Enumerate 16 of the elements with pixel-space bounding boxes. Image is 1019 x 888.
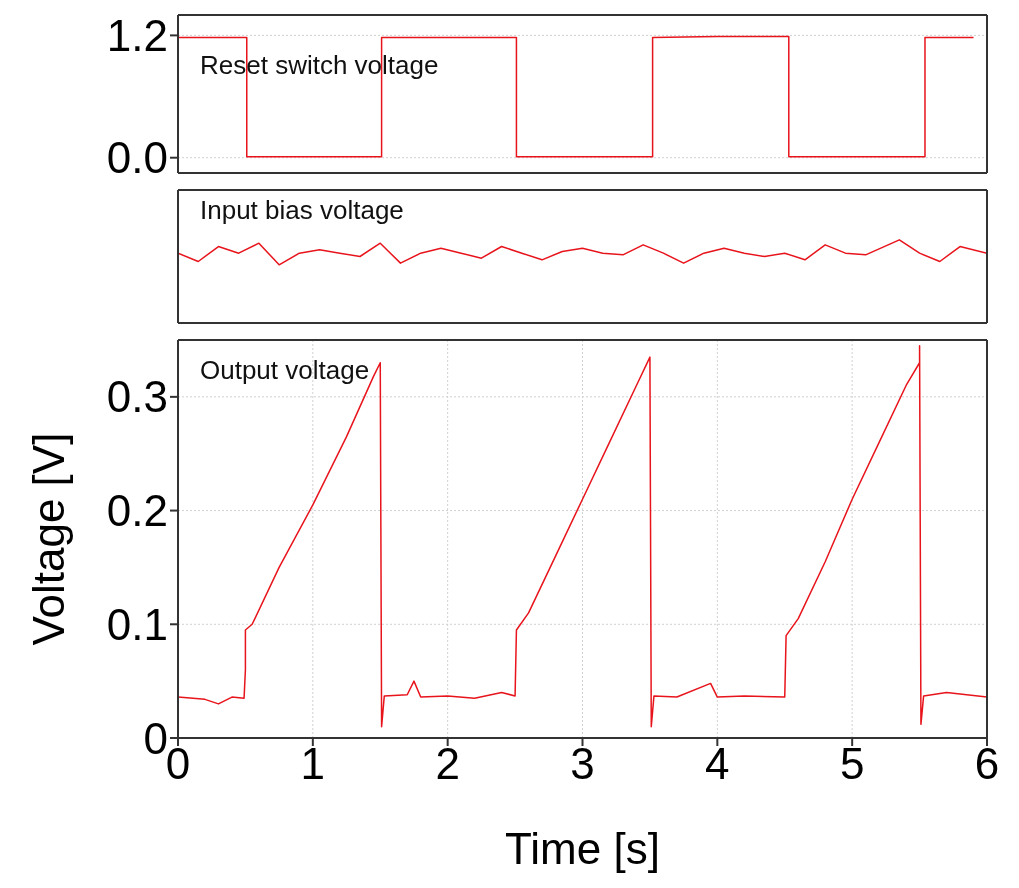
- y-tick-label: 0.1: [106, 599, 168, 649]
- y-tick-label: 0.2: [106, 486, 168, 536]
- y-tick-label: 0.0: [106, 133, 168, 183]
- x-tick-label: 4: [705, 739, 730, 789]
- x-tick-label: 2: [435, 739, 460, 789]
- x-tick-label: 3: [570, 739, 595, 789]
- x-axis-title: Time [s]: [505, 824, 660, 873]
- y-tick-label: 1.2: [106, 11, 168, 61]
- y-axis-title: Voltage [V]: [23, 432, 73, 646]
- x-tick-label: 5: [839, 739, 865, 789]
- annotation: Output voltage: [200, 355, 370, 386]
- x-tick-label: 6: [974, 739, 1000, 789]
- y-tick-label: 0.3: [106, 372, 168, 422]
- x-tick-label: 1: [300, 739, 326, 789]
- line-series: [178, 344, 987, 728]
- text: Input bias voltage: [200, 195, 404, 226]
